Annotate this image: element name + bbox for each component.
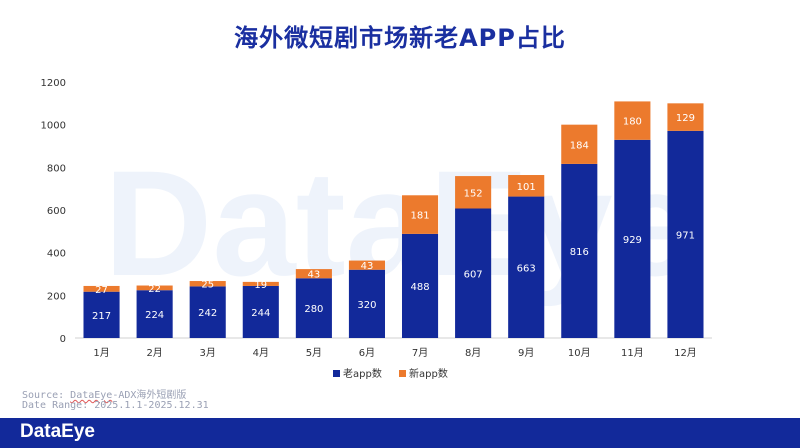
x-tick-label: 6月 xyxy=(359,347,375,359)
data-label-old-app: 929 xyxy=(623,235,642,246)
bar-new-app xyxy=(83,285,120,292)
y-tick-label: 800 xyxy=(47,163,66,174)
bar-old-app xyxy=(667,130,704,338)
data-label-old-app: 816 xyxy=(570,247,589,258)
data-label-new-app: 101 xyxy=(517,182,536,193)
data-label-old-app: 280 xyxy=(304,304,323,315)
data-label-old-app: 320 xyxy=(357,300,376,311)
y-tick-label: 600 xyxy=(47,206,66,217)
legend-swatch-old xyxy=(333,370,340,377)
data-label-new-app: 19 xyxy=(254,280,267,291)
bar-new-app xyxy=(561,124,598,164)
y-tick-label: 1000 xyxy=(41,121,66,132)
data-label-new-app: 184 xyxy=(570,140,589,151)
bar-new-app xyxy=(614,101,651,140)
data-label-old-app: 663 xyxy=(517,263,536,274)
bar-new-app xyxy=(189,281,226,287)
y-tick-label: 200 xyxy=(47,291,66,302)
data-label-old-app: 242 xyxy=(198,308,217,319)
data-label-old-app: 488 xyxy=(410,282,429,293)
source-line: Source: DataEye-ADX海外短剧版 xyxy=(22,386,186,401)
source-brand: DataEye xyxy=(70,390,113,401)
legend-label-old: 老app数 xyxy=(343,367,382,380)
source-label: Source: xyxy=(22,390,71,401)
bar-old-app xyxy=(401,233,439,338)
source-rest: -ADX海外短剧版 xyxy=(112,390,187,401)
bar-old-app xyxy=(83,291,120,338)
y-tick-label: 1200 xyxy=(41,78,66,89)
data-label-old-app: 224 xyxy=(145,310,164,321)
y-tick-label: 400 xyxy=(47,249,66,260)
data-label-new-app: 27 xyxy=(95,285,108,296)
data-label-old-app: 244 xyxy=(251,308,270,319)
footer-logo: DataEye xyxy=(20,421,95,442)
bar-new-app xyxy=(508,175,545,197)
legend-label-new: 新app数 xyxy=(409,367,448,380)
bar-old-app xyxy=(561,163,598,338)
data-label-new-app: 152 xyxy=(464,188,483,199)
x-tick-label: 2月 xyxy=(146,347,162,359)
data-label-new-app: 43 xyxy=(308,270,321,281)
data-label-new-app: 22 xyxy=(148,284,161,295)
y-tick-label: 0 xyxy=(60,334,66,345)
bar-new-app xyxy=(667,103,704,131)
data-label-new-app: 43 xyxy=(361,261,374,272)
x-tick-label: 10月 xyxy=(568,347,591,359)
legend-swatch-new xyxy=(399,370,406,377)
x-tick-label: 5月 xyxy=(306,347,322,359)
bar-old-app xyxy=(242,285,279,338)
x-tick-label: 3月 xyxy=(200,347,216,359)
bar-old-app xyxy=(295,278,332,338)
chart-title: 海外微短剧市场新老APP占比 xyxy=(234,24,566,52)
bar-old-app xyxy=(455,208,492,338)
x-tick-label: 12月 xyxy=(674,347,697,359)
bar-old-app xyxy=(508,196,545,338)
data-label-new-app: 181 xyxy=(410,211,429,222)
bar-new-app xyxy=(136,285,173,291)
data-label-old-app: 217 xyxy=(92,311,111,322)
bar-new-app xyxy=(242,281,279,286)
x-tick-label: 7月 xyxy=(412,347,428,359)
date-range: Date Range: 2025.1.1-2025.12.31 xyxy=(22,400,209,411)
data-label-new-app: 25 xyxy=(201,280,214,291)
x-tick-label: 4月 xyxy=(253,347,269,359)
x-tick-label: 8月 xyxy=(465,347,481,359)
bar-old-app xyxy=(348,269,386,338)
bar-new-app xyxy=(455,176,492,209)
footer-bar: DataEye xyxy=(0,418,800,448)
data-label-old-app: 971 xyxy=(676,230,695,241)
data-label-new-app: 180 xyxy=(623,117,642,128)
data-label-new-app: 129 xyxy=(676,113,695,124)
bar-old-app xyxy=(136,290,173,338)
data-label-old-app: 607 xyxy=(464,269,483,280)
x-tick-label: 11月 xyxy=(621,347,644,359)
watermark: DataEye xyxy=(104,139,696,307)
bar-new-app xyxy=(401,195,439,234)
bar-new-app xyxy=(295,269,332,279)
x-tick-label: 1月 xyxy=(93,347,109,359)
x-tick-label: 9月 xyxy=(518,347,534,359)
bar-new-app xyxy=(348,260,386,270)
bar-old-app xyxy=(614,139,651,338)
bar-old-app xyxy=(189,286,226,338)
